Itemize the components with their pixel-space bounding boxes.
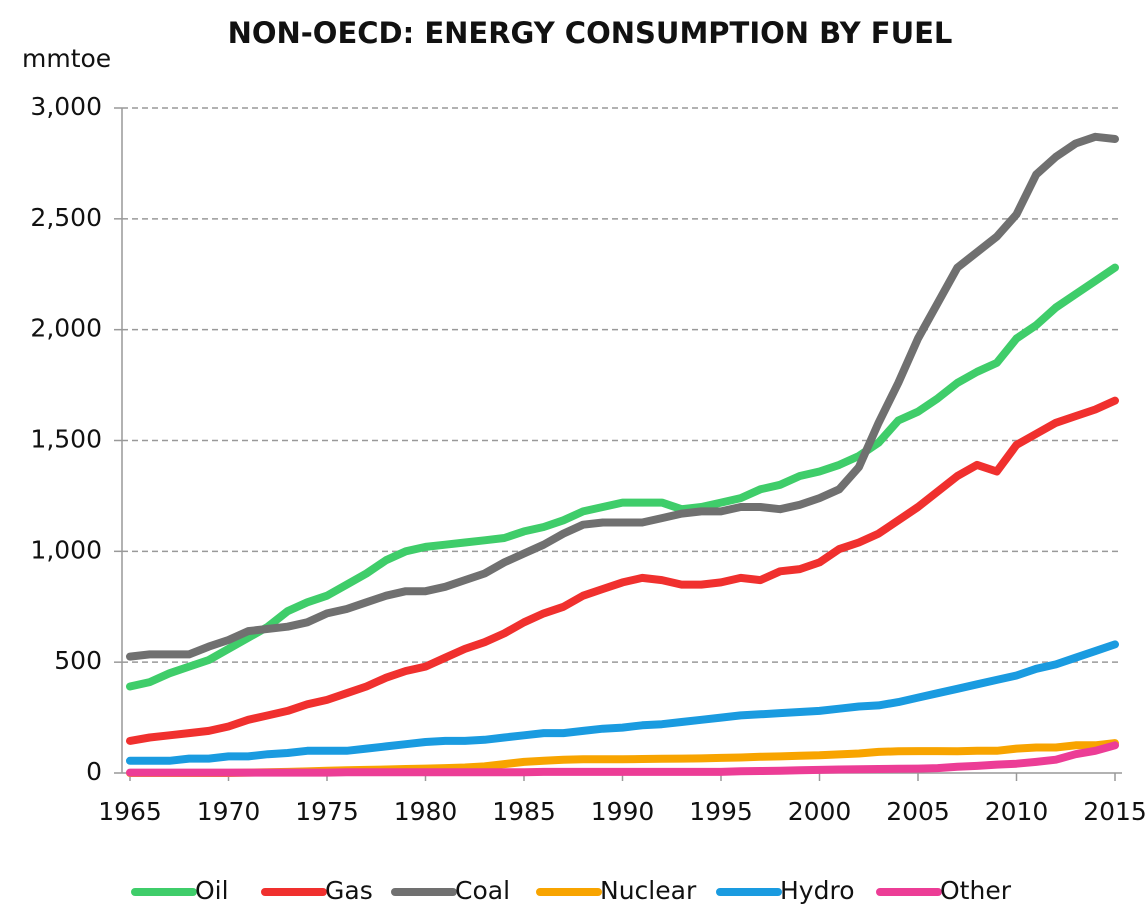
x-tick-label: 1965 [98,797,162,826]
x-tick-label: 2015 [1083,797,1147,826]
series-line [126,640,1119,765]
x-tick-label: 1970 [197,797,261,826]
legend-label: Coal [455,876,510,905]
x-tick-label: 2010 [985,797,1049,826]
y-tick-label: 2,500 [30,203,102,232]
y-tick-label: 2,000 [30,314,102,343]
legend-label: Other [940,876,1012,905]
x-tick-label: 1975 [295,797,359,826]
series-line [126,132,1119,661]
x-tick-label: 1980 [394,797,458,826]
x-tick-label: 2000 [788,797,852,826]
legend-label: Oil [195,876,229,905]
legend-label: Hydro [780,876,855,905]
legend-label: Gas [325,876,373,905]
y-tick-label: 500 [54,646,102,675]
series-line [126,741,1119,777]
series-line [126,263,1119,691]
x-tick-label: 2005 [886,797,950,826]
chart-title: NON-OECD: ENERGY CONSUMPTION BY FUEL [228,16,953,50]
y-tick-label: 1,500 [30,425,102,454]
y-tick-label: 0 [86,757,102,786]
series-line [126,396,1119,745]
x-tick-label: 1985 [492,797,556,826]
y-axis-label: mmtoe [22,44,111,73]
y-tick-label: 1,000 [30,535,102,564]
x-tick-label: 1990 [591,797,655,826]
legend-label: Nuclear [600,876,697,905]
x-tick-label: 1995 [689,797,753,826]
y-tick-label: 3,000 [30,92,102,121]
